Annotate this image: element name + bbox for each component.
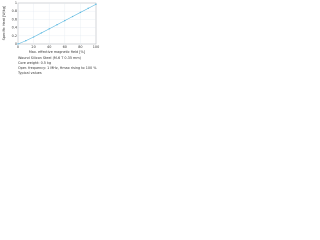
y-tick-label: 1 xyxy=(15,1,17,5)
x-tick-label: 100 xyxy=(93,45,99,49)
data-point xyxy=(64,19,66,22)
x-tick-label: 40 xyxy=(47,45,51,49)
note: Wound Silicon Steel (M-6 T 0.35 mm) xyxy=(18,56,82,60)
data-point xyxy=(40,32,43,34)
x-axis-label: Max. effective magnetic field [%] xyxy=(29,50,86,54)
plot-area xyxy=(17,2,97,45)
data-point xyxy=(17,43,19,45)
data-point xyxy=(25,40,27,42)
note: Oper. frequency: 1 MHz, Hmax rising to 1… xyxy=(18,66,97,70)
data-point xyxy=(32,36,35,38)
y-tick-label: 0 xyxy=(15,42,17,46)
data-point xyxy=(95,3,97,5)
data-point xyxy=(71,15,74,18)
chart: Specific Heat [W/kg] Max. effective magn… xyxy=(0,0,100,84)
y-tick-label: 0.4 xyxy=(12,26,17,30)
y-axis-label: Specific Heat [W/kg] xyxy=(2,5,6,40)
data-point xyxy=(48,28,50,30)
y-tick-label: 0.6 xyxy=(12,17,17,21)
x-tick-label: 60 xyxy=(63,45,67,49)
x-tick-label: 20 xyxy=(31,45,35,49)
note: Core weight: 0.5 kg xyxy=(18,61,51,65)
data-point xyxy=(56,24,58,26)
data-point xyxy=(87,7,89,10)
y-tick-label: 0.2 xyxy=(12,34,17,38)
note: Typical values xyxy=(17,71,42,75)
data-point xyxy=(79,11,82,14)
y-tick-label: 0.8 xyxy=(12,9,17,13)
x-tick-label: 0 xyxy=(17,45,19,49)
x-tick-label: 80 xyxy=(78,45,82,49)
